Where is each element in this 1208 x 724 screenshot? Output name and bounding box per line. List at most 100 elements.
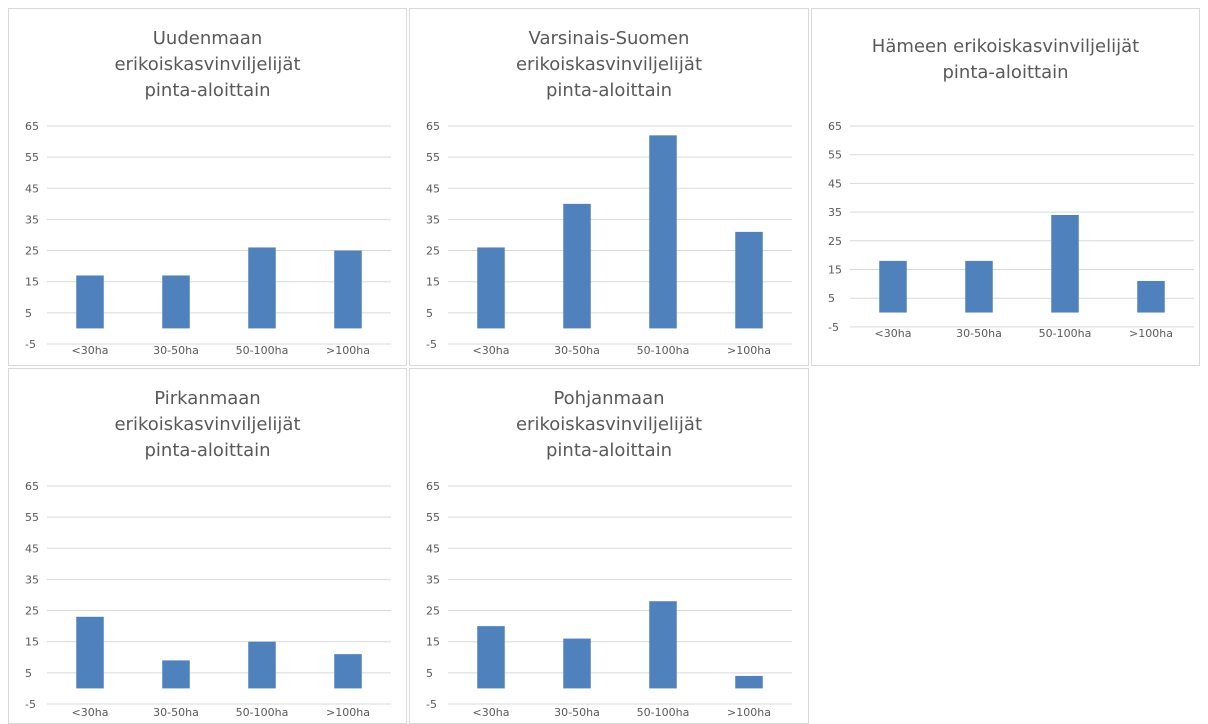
y-tick-label: 55 xyxy=(25,511,39,524)
x-category-label: <30ha xyxy=(473,344,510,357)
y-tick-label: 65 xyxy=(25,480,39,493)
x-category-label: >100ha xyxy=(727,706,771,719)
y-tick-label: -5 xyxy=(426,338,437,351)
chart-svg-pohjanmaa: Pohjanmaan erikoiskasvinviljelijät pinta-a… xyxy=(426,388,792,719)
bar-3050ha xyxy=(965,260,993,313)
y-tick-label: 5 xyxy=(25,667,32,680)
chart-title-line: pinta-aloittain xyxy=(942,62,1068,83)
bar-100ha xyxy=(1137,280,1165,313)
y-tick-label: 65 xyxy=(25,120,39,133)
chart-title-line: pinta-aloittain xyxy=(546,440,672,461)
y-tick-label: -5 xyxy=(25,698,36,711)
x-category-label: 50-100ha xyxy=(637,706,690,719)
x-category-label: <30ha xyxy=(72,344,109,357)
y-tick-label: 45 xyxy=(426,542,440,555)
y-tick-label: 15 xyxy=(426,276,440,289)
chart-title-line: Pirkanmaan xyxy=(154,388,260,409)
x-category-label: >100ha xyxy=(1129,327,1173,340)
y-tick-label: 5 xyxy=(828,292,835,305)
bar-30ha xyxy=(879,260,907,313)
y-tick-label: 35 xyxy=(426,573,440,586)
bar-50100ha xyxy=(248,641,276,689)
bar-50100ha xyxy=(248,247,276,329)
chart-panel-pirkanmaa: Pirkanmaan erikoiskasvinviljelijät pinta-a… xyxy=(8,368,407,724)
chart-title-line: Pohjanmaan xyxy=(553,388,664,409)
chart-svg-hame: Hämeen erikoiskasvinviljelijät pinta-aloi… xyxy=(828,36,1194,340)
x-category-label: >100ha xyxy=(326,344,370,357)
bar-50100ha xyxy=(649,135,677,329)
chart-title-line: pinta-aloittain xyxy=(546,80,672,101)
x-category-label: <30ha xyxy=(875,327,912,340)
chart-title-line: pinta-aloittain xyxy=(144,440,270,461)
chart-panel-uusimaa: Uudenmaan erikoiskasvinviljelijät pinta-al… xyxy=(8,8,407,366)
bar-50100ha xyxy=(649,601,677,689)
x-category-label: 50-100ha xyxy=(637,344,690,357)
y-tick-label: 65 xyxy=(426,120,440,133)
x-category-label: <30ha xyxy=(473,706,510,719)
y-tick-label: 25 xyxy=(828,235,842,248)
y-tick-label: 45 xyxy=(828,177,842,190)
x-category-label: 30-50ha xyxy=(153,344,199,357)
bar-3050ha xyxy=(162,275,190,329)
chart-title-line: Hämeen erikoiskasvinviljelijät xyxy=(872,36,1139,57)
bar-50100ha xyxy=(1051,214,1079,313)
x-category-label: >100ha xyxy=(727,344,771,357)
bar-30ha xyxy=(76,275,104,329)
y-tick-label: 45 xyxy=(25,182,39,195)
x-category-label: 50-100ha xyxy=(236,706,289,719)
bar-30ha xyxy=(477,626,505,689)
x-category-label: 50-100ha xyxy=(1039,327,1092,340)
x-category-label: <30ha xyxy=(72,706,109,719)
y-tick-label: 25 xyxy=(426,605,440,618)
bar-3050ha xyxy=(563,203,591,329)
x-category-label: 30-50ha xyxy=(956,327,1002,340)
x-category-label: 30-50ha xyxy=(554,706,600,719)
y-tick-label: 25 xyxy=(25,245,39,258)
chart-svg-varsinais-suomi: Varsinais-Suomen erikoiskasvinviljelijät p… xyxy=(426,28,792,357)
y-tick-label: 65 xyxy=(426,480,440,493)
chart-title-line: erikoiskasvinviljelijät xyxy=(114,414,300,435)
y-tick-label: 55 xyxy=(25,151,39,164)
chart-panel-varsinais-suomi: Varsinais-Suomen erikoiskasvinviljelijät p… xyxy=(409,8,809,366)
x-category-label: 50-100ha xyxy=(236,344,289,357)
x-category-label: >100ha xyxy=(326,706,370,719)
y-tick-label: 15 xyxy=(828,264,842,277)
bar-30ha xyxy=(477,247,505,329)
y-tick-label: 45 xyxy=(426,182,440,195)
y-tick-label: 35 xyxy=(828,206,842,219)
y-tick-label: 35 xyxy=(25,573,39,586)
bar-100ha xyxy=(735,675,763,689)
bar-100ha xyxy=(334,654,362,689)
y-tick-label: 5 xyxy=(426,667,433,680)
y-tick-label: 45 xyxy=(25,542,39,555)
chart-title-line: Uudenmaan xyxy=(153,28,263,49)
y-tick-label: -5 xyxy=(828,321,839,334)
chart-title-line: pinta-aloittain xyxy=(144,80,270,101)
x-category-label: 30-50ha xyxy=(153,706,199,719)
y-tick-label: 65 xyxy=(828,120,842,133)
y-tick-label: -5 xyxy=(25,338,36,351)
chart-title-line: erikoiskasvinviljelijät xyxy=(516,54,702,75)
chart-panel-pohjanmaa: Pohjanmaan erikoiskasvinviljelijät pinta-a… xyxy=(409,368,809,724)
y-tick-label: 35 xyxy=(25,213,39,226)
x-category-label: 30-50ha xyxy=(554,344,600,357)
bar-3050ha xyxy=(162,660,190,689)
bar-30ha xyxy=(76,616,104,689)
chart-panel-hame: Hämeen erikoiskasvinviljelijät pinta-aloi… xyxy=(811,8,1200,366)
y-tick-label: 25 xyxy=(426,245,440,258)
y-tick-label: 15 xyxy=(426,636,440,649)
y-tick-label: 55 xyxy=(426,511,440,524)
chart-title-line: erikoiskasvinviljelijät xyxy=(516,414,702,435)
chart-title-line: Varsinais-Suomen xyxy=(529,28,690,49)
bar-100ha xyxy=(735,231,763,329)
y-tick-label: 15 xyxy=(25,276,39,289)
y-tick-label: -5 xyxy=(426,698,437,711)
chart-svg-pirkanmaa: Pirkanmaan erikoiskasvinviljelijät pinta-a… xyxy=(25,388,391,719)
y-tick-label: 55 xyxy=(426,151,440,164)
bar-3050ha xyxy=(563,638,591,689)
y-tick-label: 5 xyxy=(426,307,433,320)
y-tick-label: 25 xyxy=(25,605,39,618)
y-tick-label: 35 xyxy=(426,213,440,226)
chart-title-line: erikoiskasvinviljelijät xyxy=(114,54,300,75)
chart-svg-uusimaa: Uudenmaan erikoiskasvinviljelijät pinta-al… xyxy=(25,28,391,357)
